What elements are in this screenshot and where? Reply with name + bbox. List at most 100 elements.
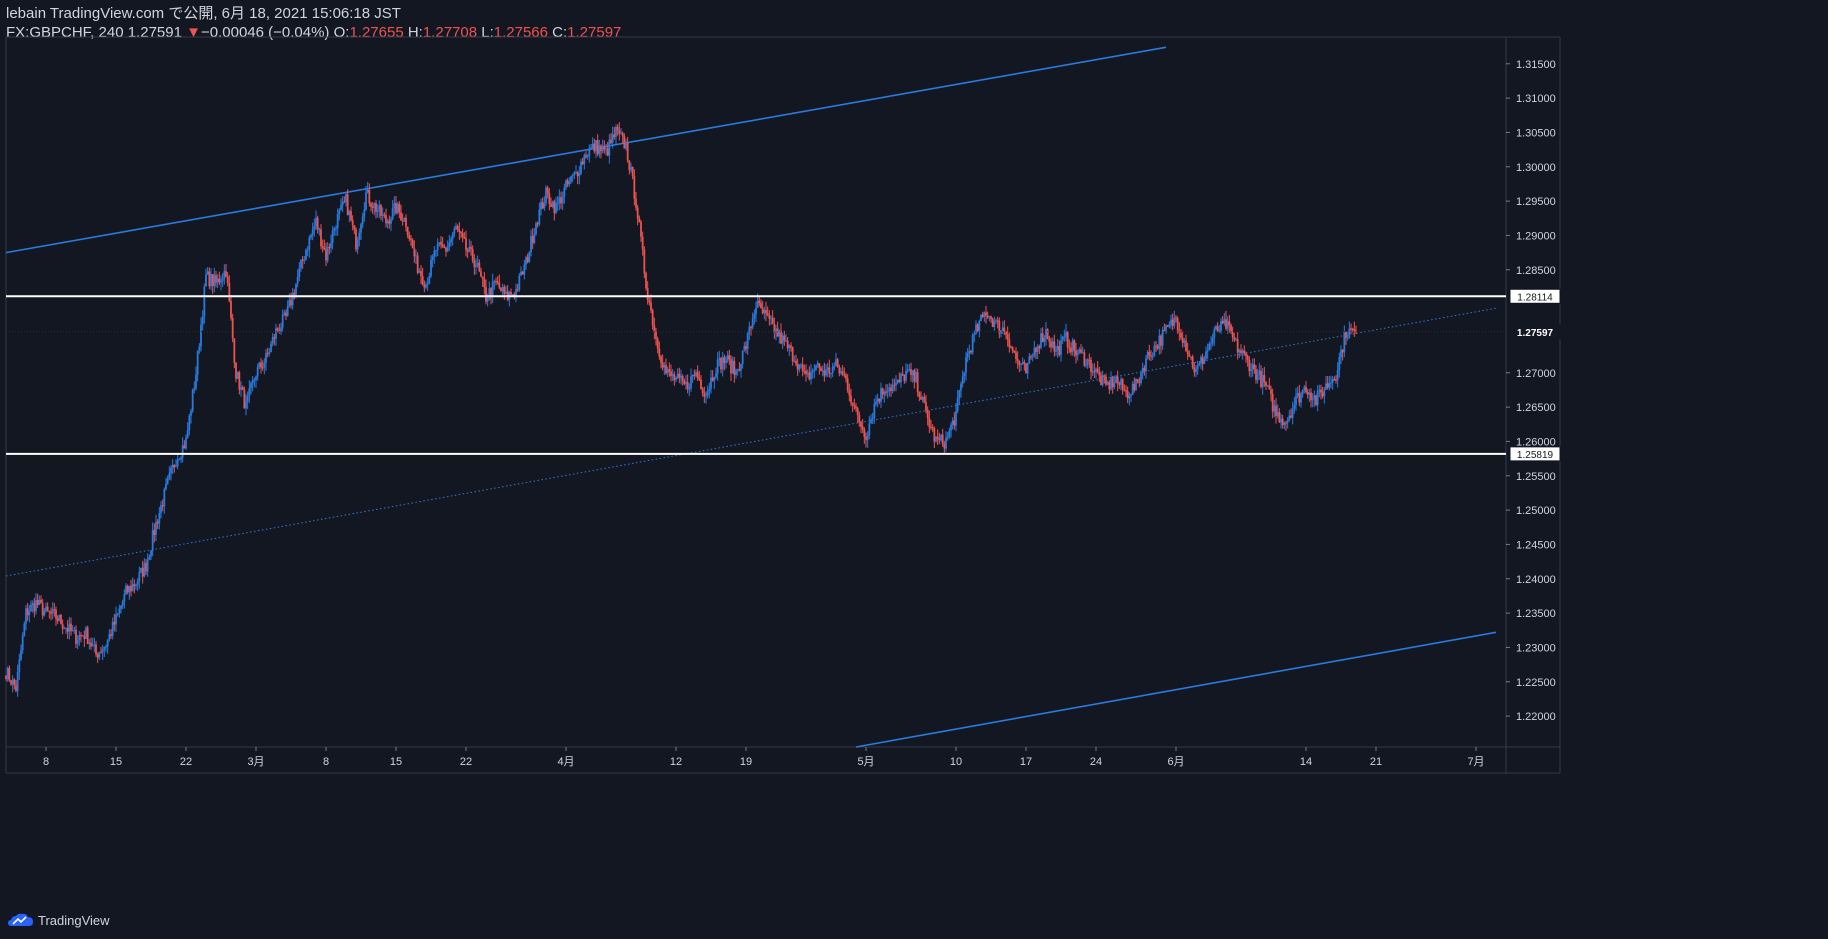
candle-body xyxy=(405,217,407,227)
candle-body xyxy=(530,235,532,253)
candle-body xyxy=(1353,328,1356,331)
candle-body xyxy=(238,372,241,390)
time-tick-label: 15 xyxy=(390,756,402,768)
candle-body xyxy=(220,280,222,283)
candle-body xyxy=(156,521,159,524)
candle-body xyxy=(185,437,187,449)
channel-line-2[interactable] xyxy=(855,631,1497,748)
candle-body xyxy=(775,328,777,333)
candle-body xyxy=(395,203,397,214)
price-tick-label: 1.22000 xyxy=(1516,711,1556,723)
candle-body xyxy=(1308,392,1311,395)
candle-body xyxy=(81,635,84,637)
candle-body xyxy=(676,373,679,378)
footer-branding: TradingView xyxy=(8,909,110,931)
candle-body xyxy=(398,203,401,213)
candle-body xyxy=(73,629,76,631)
candle-body xyxy=(61,624,64,629)
candle-body xyxy=(1098,372,1101,376)
candle-body xyxy=(356,239,359,250)
published-line: lebain TradingView.com で公開, 6月 18, 2021 … xyxy=(6,5,401,22)
candle-body xyxy=(48,610,51,613)
candle-body xyxy=(206,271,209,275)
candle-body xyxy=(1065,331,1067,337)
candle-body xyxy=(38,599,41,606)
candle-body xyxy=(276,328,279,331)
candle-body xyxy=(1156,346,1159,349)
candle-body xyxy=(1211,337,1214,344)
candle-body xyxy=(1251,364,1254,369)
candle-body xyxy=(125,585,127,595)
candle-body xyxy=(726,355,729,361)
candle-body xyxy=(376,210,379,212)
candle-body xyxy=(738,369,741,371)
candle-body xyxy=(671,374,674,377)
candle-body xyxy=(378,205,381,211)
candle-body xyxy=(1310,392,1312,401)
candle-body xyxy=(513,294,516,297)
candle-body xyxy=(631,166,634,176)
candle-body xyxy=(866,435,869,440)
candle-body xyxy=(1043,337,1046,343)
candle-body xyxy=(110,634,112,637)
channel-line-3[interactable] xyxy=(5,307,1497,577)
candle-body xyxy=(1216,326,1219,332)
footer-brand-text[interactable]: TradingView xyxy=(38,912,110,928)
candle-body xyxy=(221,278,224,281)
candle-body xyxy=(1118,383,1121,385)
candle-body xyxy=(518,275,521,290)
candle-body xyxy=(230,301,232,319)
candle-body xyxy=(76,639,79,644)
price-tick-label: 1.25000 xyxy=(1516,505,1556,517)
candle-body xyxy=(846,378,849,391)
candle-body xyxy=(705,395,707,397)
candle-body xyxy=(143,563,146,577)
candle-body xyxy=(386,220,389,224)
candle-body xyxy=(1323,389,1326,397)
time-tick-label: 8 xyxy=(43,756,49,768)
candle-body xyxy=(233,338,236,363)
candle-body xyxy=(438,242,441,244)
candle-body xyxy=(926,410,929,418)
candle-body xyxy=(1010,347,1012,349)
candle-body xyxy=(1051,341,1054,348)
candle-body xyxy=(1235,339,1237,341)
candle-body xyxy=(643,249,646,274)
candle-body xyxy=(728,355,731,360)
candle-body xyxy=(1160,335,1162,346)
candle-body xyxy=(935,436,937,442)
candle-body xyxy=(441,244,444,247)
price-tick-label: 1.24500 xyxy=(1516,539,1556,551)
candle-body xyxy=(538,209,541,225)
channel-line-1[interactable] xyxy=(5,46,1167,254)
candle-body xyxy=(1223,319,1226,324)
candle-body xyxy=(175,466,177,468)
candle-body xyxy=(338,209,341,215)
candle-body xyxy=(1101,375,1104,385)
candle-body xyxy=(966,353,969,358)
candle-body xyxy=(1073,340,1076,351)
candle-body xyxy=(155,521,157,535)
candle-body xyxy=(1095,368,1097,372)
candle-body xyxy=(78,635,81,640)
candle-body xyxy=(1058,346,1061,355)
candle-body xyxy=(260,362,262,368)
candle-body xyxy=(271,337,274,344)
candle-body xyxy=(431,256,434,260)
candle-body xyxy=(990,316,992,319)
candle-body xyxy=(773,324,776,333)
candle-body xyxy=(183,445,186,449)
candle-body xyxy=(1303,386,1306,391)
candle-body xyxy=(315,217,317,227)
candle-body xyxy=(290,300,292,306)
candle-body xyxy=(851,402,854,406)
candle-body xyxy=(350,210,352,221)
candle-body xyxy=(1286,420,1289,423)
candle-body xyxy=(826,367,829,370)
candle-body xyxy=(343,201,346,203)
candle-body xyxy=(573,172,576,176)
candle-body xyxy=(161,505,164,507)
candle-body xyxy=(605,148,607,150)
candle-body xyxy=(421,276,424,285)
